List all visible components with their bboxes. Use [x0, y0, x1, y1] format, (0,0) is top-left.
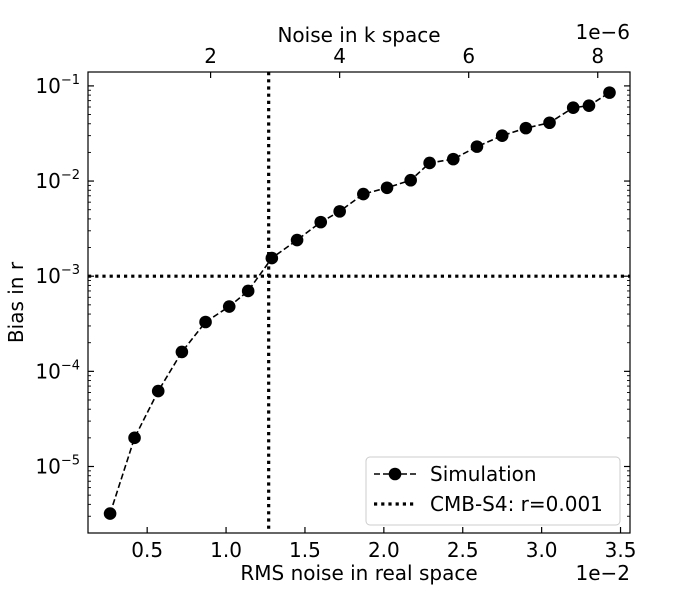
- top-offset-label: 1e−6: [575, 20, 630, 44]
- y-axis-label: Bias in r: [4, 261, 28, 343]
- plot-frame: [87, 71, 631, 534]
- top-x-tick-label: 8: [591, 44, 604, 68]
- y-tick-label: 10−4: [35, 358, 80, 383]
- simulation-point: [222, 300, 236, 313]
- simulation-point: [495, 129, 509, 142]
- top-x-axis-label: Noise in k space: [277, 23, 440, 47]
- simulation-point: [404, 173, 417, 187]
- legend: Simulation CMB-S4: r=0.001: [365, 456, 621, 526]
- x-offset-label: 1e−2: [575, 561, 630, 585]
- simulation-point: [265, 251, 279, 265]
- simulation-point: [603, 86, 616, 99]
- simulation-point: [103, 507, 117, 520]
- x-tick-label: 2.5: [447, 538, 479, 562]
- x-tick-label: 2.0: [368, 538, 400, 562]
- simulation-point: [175, 345, 189, 359]
- simulation-line: [109, 91, 610, 514]
- simulation-point: [582, 99, 596, 112]
- x-tick-label: 3.0: [526, 538, 558, 562]
- simulation-point: [380, 181, 394, 195]
- x-tick-label: 1.0: [210, 538, 242, 562]
- simulation-point: [199, 315, 212, 329]
- simulation-point: [519, 121, 533, 135]
- simulation-point: [290, 233, 304, 247]
- legend-simulation-marker: [388, 467, 402, 481]
- x-tick-label: 1.5: [289, 538, 321, 562]
- simulation-point: [128, 431, 141, 445]
- simulation-point: [543, 116, 556, 130]
- simulation-point: [566, 101, 580, 115]
- top-x-tick-label: 6: [462, 44, 475, 68]
- top-x-tick-label: 4: [333, 44, 346, 68]
- legend-box: [365, 456, 621, 526]
- simulation-point: [333, 205, 346, 218]
- simulation-point: [357, 187, 370, 201]
- simulation-point: [314, 215, 328, 229]
- simulation-point: [423, 156, 436, 170]
- legend-simulation-label: Simulation: [430, 462, 537, 486]
- plot-lines: [88, 72, 630, 533]
- x-tick-label: 3.5: [605, 538, 637, 562]
- x-axis-label: RMS noise in real space: [240, 561, 477, 585]
- axis-labels: RMS noise in real space 1e−2 Noise in k sp…: [4, 20, 630, 585]
- y-tick-label: 10−3: [35, 263, 80, 288]
- simulation-point: [446, 152, 460, 166]
- y-tick-label: 10−2: [35, 168, 80, 193]
- simulation-point: [151, 384, 165, 398]
- simulation-point: [241, 284, 255, 298]
- top-x-tick-label: 2: [204, 44, 217, 68]
- y-tick-label: 10−5: [35, 453, 80, 478]
- legend-cmb-s4-label: CMB-S4: r=0.001: [430, 492, 603, 516]
- x-tick-label: 0.5: [131, 538, 163, 562]
- simulation-point: [470, 140, 484, 153]
- axis-ticks: 0.5 1.0 1.5 2.0 2.5 3.0 3.5 2 4 6 8 10−5 10−4 10−3 10−…: [35, 44, 636, 562]
- y-tick-label: 10−1: [35, 73, 80, 98]
